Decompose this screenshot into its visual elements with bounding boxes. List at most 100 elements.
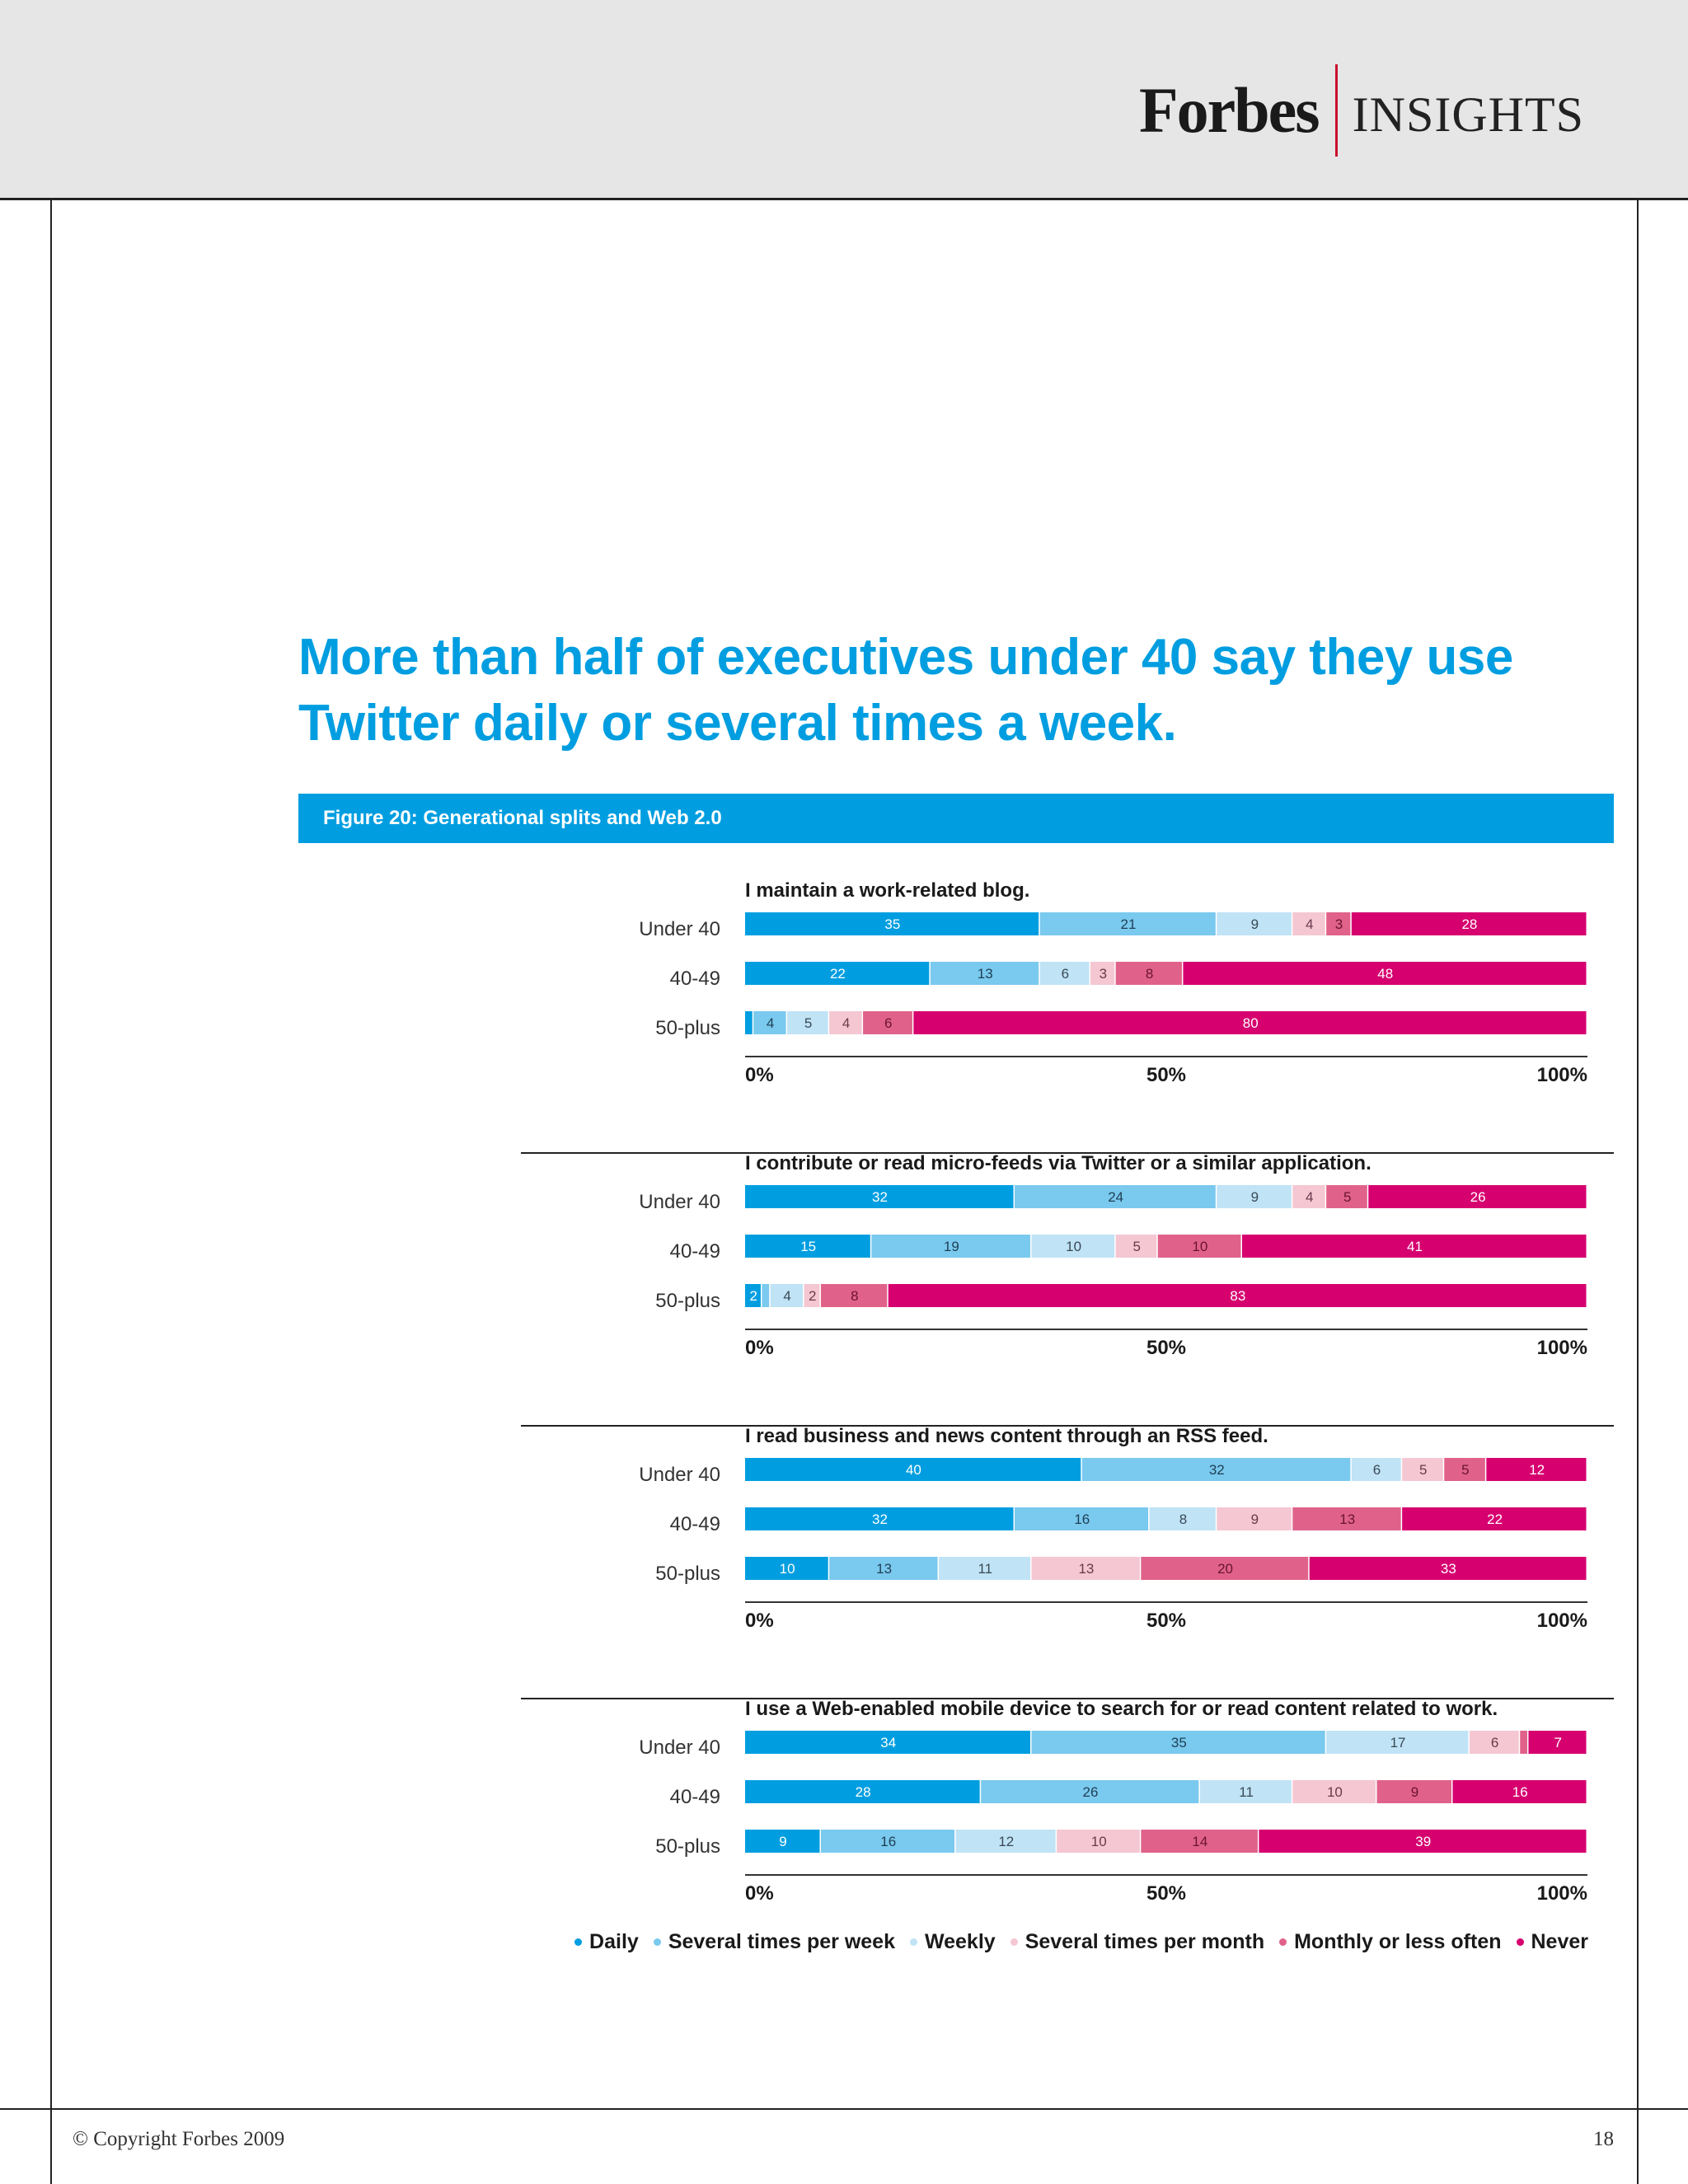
bar-segment-monthly-or-less-often bbox=[1141, 1557, 1309, 1580]
bar-value-label: 16 bbox=[1074, 1511, 1090, 1527]
bar-value-label: 41 bbox=[1407, 1239, 1423, 1254]
bar-segment-never bbox=[888, 1284, 1587, 1307]
bar-segment-monthly-or-less-often bbox=[1326, 1185, 1367, 1208]
bar-value-label: 22 bbox=[1487, 1511, 1503, 1527]
legend-label: Daily bbox=[589, 1930, 639, 1953]
legend-item-weekly: Weekly bbox=[909, 1930, 996, 1954]
chart-title: I contribute or read micro-feeds via Twi… bbox=[745, 1152, 1372, 1174]
x-axis-line bbox=[745, 1329, 1587, 1330]
bar-value-label: 5 bbox=[1343, 1189, 1351, 1205]
x-axis-line bbox=[745, 1874, 1587, 1876]
legend-item-never: Never bbox=[1516, 1930, 1588, 1954]
bar-value-label: 3 bbox=[1335, 916, 1343, 932]
chart-panel: I read business and news content through… bbox=[521, 1425, 1614, 1699]
bar-segment-weekly bbox=[1351, 1458, 1401, 1481]
bar-value-label: 13 bbox=[978, 966, 993, 982]
bar-segment-several-times-per-month bbox=[1292, 1185, 1325, 1208]
bar-value-label: 83 bbox=[1230, 1288, 1245, 1304]
bar-value-label: 32 bbox=[872, 1511, 888, 1527]
footer-rule bbox=[0, 2108, 1688, 2110]
bar-value-label: 40 bbox=[906, 1462, 921, 1478]
bar-value-label: 10 bbox=[1091, 1834, 1107, 1849]
stacked-bars: 35 21 9 4 3 28 22 13 6 3 8 48 4 5 4 6 80 bbox=[745, 912, 1587, 1034]
bar-segment-several-times-per-month bbox=[1031, 1557, 1140, 1580]
bar-value-label: 7 bbox=[1554, 1735, 1561, 1750]
bar-segment-weekly bbox=[1199, 1780, 1292, 1803]
row-label: 40-49 bbox=[669, 1513, 720, 1535]
bar-value-label: 20 bbox=[1217, 1561, 1233, 1577]
bar-segment-monthly-or-less-often bbox=[1115, 962, 1182, 985]
bar-segment-never bbox=[1452, 1780, 1587, 1803]
bar-value-label: 4 bbox=[767, 1015, 774, 1031]
bar-segment-several-times-per-week bbox=[1015, 1507, 1149, 1530]
bar-segment-several-times-per-month bbox=[829, 1011, 862, 1034]
bar-segment-daily bbox=[745, 1780, 980, 1803]
chart-title: I maintain a work-related blog. bbox=[745, 879, 1030, 902]
bar-value-label: 6 bbox=[1491, 1735, 1498, 1750]
bar-value-label: 24 bbox=[1108, 1189, 1123, 1205]
bar-segment-weekly bbox=[1031, 1235, 1115, 1258]
row-label: 40-49 bbox=[669, 1786, 720, 1808]
bar-segment-weekly bbox=[770, 1284, 804, 1307]
legend-label: Several times per week bbox=[668, 1930, 895, 1953]
legend-label: Weekly bbox=[924, 1930, 996, 1953]
chart-panel: I contribute or read micro-feeds via Twi… bbox=[521, 1152, 1614, 1427]
bar-value-label: 6 bbox=[884, 1015, 892, 1031]
bar-value-label: 2 bbox=[749, 1288, 757, 1304]
bar-value-label: 32 bbox=[1209, 1462, 1225, 1478]
bar-segment-daily bbox=[745, 1235, 870, 1258]
stacked-bars: 34 35 17 6 7 28 26 11 10 9 16 9 16 12 10 14 39 bbox=[745, 1731, 1587, 1853]
bar-segment-several-times-per-month bbox=[1090, 962, 1115, 985]
header-band: Forbes INSIGHTS bbox=[0, 0, 1688, 200]
bar-segment-monthly-or-less-often bbox=[863, 1011, 912, 1034]
bar-value-label: 9 bbox=[1251, 916, 1259, 932]
bar-value-label: 9 bbox=[1251, 1189, 1259, 1205]
legend-label: Several times per month bbox=[1025, 1930, 1265, 1953]
row-label: Under 40 bbox=[639, 1191, 720, 1213]
bar-segment-weekly bbox=[1039, 962, 1090, 985]
forbes-insights-logo: Forbes INSIGHTS bbox=[1139, 61, 1584, 160]
bar-value-label: 4 bbox=[842, 1015, 850, 1031]
bar-value-label: 11 bbox=[978, 1561, 992, 1577]
row-label: 50-plus bbox=[655, 1835, 720, 1858]
bar-value-label: 4 bbox=[1306, 916, 1313, 932]
chart-panel: I maintain a work-related blog. Under 40… bbox=[521, 879, 1614, 1154]
bar-segment-monthly-or-less-often bbox=[1444, 1458, 1485, 1481]
bar-value-label: 10 bbox=[1327, 1784, 1343, 1800]
left-frame-line bbox=[50, 199, 52, 2184]
bar-segment-weekly bbox=[939, 1557, 1030, 1580]
chart-title: I use a Web-enabled mobile device to sea… bbox=[745, 1698, 1498, 1720]
chart-panel: I use a Web-enabled mobile device to sea… bbox=[521, 1698, 1614, 1971]
bar-value-label: 22 bbox=[830, 966, 846, 982]
bar-segment-several-times-per-month bbox=[1057, 1830, 1140, 1853]
bar-segment-several-times-per-week bbox=[1039, 912, 1216, 935]
bar-segment-monthly-or-less-often bbox=[1141, 1830, 1258, 1853]
bar-value-label: 9 bbox=[1251, 1511, 1259, 1527]
bar-segment-weekly bbox=[1217, 1185, 1292, 1208]
bar-value-label: 9 bbox=[1411, 1784, 1418, 1800]
bar-segment-never bbox=[1309, 1557, 1587, 1580]
bar-segment-several-times-per-month bbox=[1402, 1458, 1443, 1481]
row-label: 50-plus bbox=[655, 1290, 720, 1312]
bar-segment-several-times-per-week bbox=[930, 962, 1039, 985]
x-tick-label: 100% bbox=[1536, 1064, 1587, 1086]
bar-value-label: 5 bbox=[1132, 1239, 1140, 1254]
legend-dot-icon bbox=[574, 1938, 583, 1946]
bar-value-label: 48 bbox=[1377, 966, 1393, 982]
bar-segment-several-times-per-week bbox=[753, 1011, 786, 1034]
legend-dot-icon bbox=[653, 1938, 661, 1946]
bar-segment-never bbox=[1486, 1458, 1587, 1481]
bar-value-label: 80 bbox=[1243, 1015, 1259, 1031]
legend-item-daily: Daily bbox=[574, 1930, 639, 1954]
row-label: Under 40 bbox=[639, 1736, 720, 1759]
bar-segment-weekly bbox=[955, 1830, 1056, 1853]
bar-segment-several-times-per-week bbox=[1031, 1731, 1325, 1754]
stacked-bars: 40 32 6 5 5 12 32 16 8 9 13 22 10 13 11 13 20 33 bbox=[745, 1458, 1587, 1580]
bar-value-label: 26 bbox=[1470, 1189, 1486, 1205]
bar-value-label: 5 bbox=[1419, 1462, 1427, 1478]
bar-segment-daily bbox=[745, 1185, 1014, 1208]
bar-value-label: 5 bbox=[804, 1015, 812, 1031]
bar-value-label: 6 bbox=[1062, 966, 1069, 982]
bar-value-label: 8 bbox=[851, 1288, 858, 1304]
bar-segment-weekly bbox=[1326, 1731, 1469, 1754]
